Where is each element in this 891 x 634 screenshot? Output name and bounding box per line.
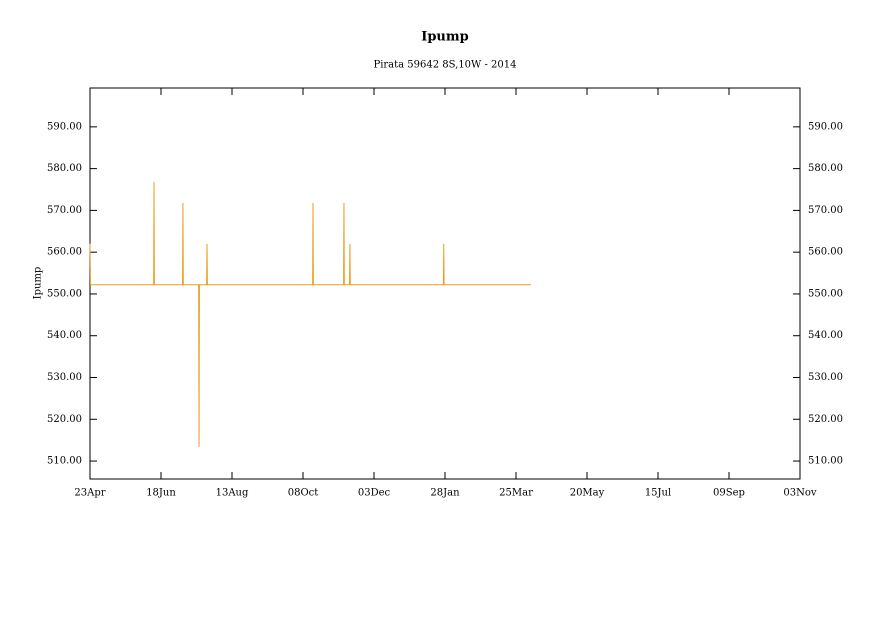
x-tick-label: 18Jun: [146, 488, 176, 499]
x-tick-label: 23Apr: [74, 488, 105, 499]
x-tick-label: 13Aug: [216, 488, 249, 499]
x-tick-label: 28Jan: [430, 488, 460, 499]
y2-tick-label: 590.00: [808, 121, 843, 132]
y-tick-label: 560.00: [47, 247, 82, 258]
y2-tick-label: 560.00: [808, 247, 843, 258]
plot-frame: [89, 87, 801, 480]
chart-subtitle: Pirata 59642 8S,10W - 2014: [373, 60, 516, 71]
y-tick-label: 590.00: [47, 121, 82, 132]
y2-tick-label: 580.00: [808, 163, 843, 174]
x-tick-label: 20May: [570, 488, 605, 499]
y-tick-label: 580.00: [47, 163, 82, 174]
y-tick-label: 570.00: [47, 205, 82, 216]
x-tick-label: 15Jul: [645, 488, 671, 499]
y-tick-label: 510.00: [47, 456, 82, 467]
chart-title: Ipump: [421, 30, 468, 45]
y-tick-label: 520.00: [47, 414, 82, 425]
y2-tick-label: 530.00: [808, 372, 843, 383]
x-tick-label: 08Oct: [288, 488, 319, 499]
x-tick-label: 03Nov: [783, 488, 816, 499]
x-tick-label: 09Sep: [713, 488, 745, 499]
y2-tick-label: 520.00: [808, 414, 843, 425]
x-tick-label: 25Mar: [499, 488, 533, 499]
y2-tick-label: 540.00: [808, 330, 843, 341]
y-axis-label: Ipump: [33, 267, 44, 300]
y-tick-label: 550.00: [47, 288, 82, 299]
data-line: [89, 181, 531, 447]
y-tick-label: 530.00: [47, 372, 82, 383]
y2-tick-label: 550.00: [808, 288, 843, 299]
x-tick-label: 03Dec: [358, 488, 391, 499]
y2-tick-label: 510.00: [808, 456, 843, 467]
y2-tick-label: 570.00: [808, 205, 843, 216]
y-tick-label: 540.00: [47, 330, 82, 341]
